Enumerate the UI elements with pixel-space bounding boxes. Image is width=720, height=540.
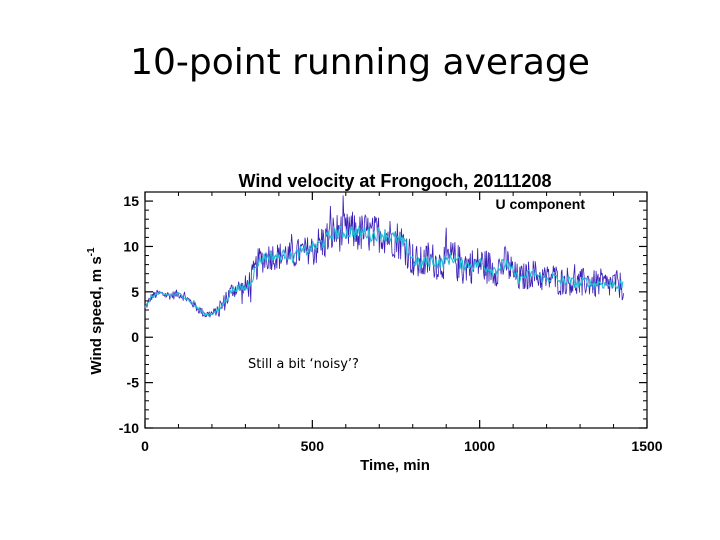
legend-label: U component bbox=[496, 196, 586, 212]
series-line-running-average bbox=[144, 224, 624, 317]
plot-frame bbox=[144, 191, 648, 429]
x-axis-label: Time, min bbox=[360, 457, 430, 474]
y-axis-label: Wind speed, m s-1 bbox=[86, 247, 105, 375]
x-tick-label: 0 bbox=[141, 438, 149, 454]
y-tick-label: 10 bbox=[123, 238, 139, 254]
plot-layer: 0 500 1000 1500 -10 -5 0 5 10 15 bbox=[119, 191, 663, 454]
slide-title: 10-point running average bbox=[130, 42, 590, 83]
x-tick-label: 1000 bbox=[464, 438, 495, 454]
y-tick-label: -10 bbox=[119, 420, 139, 436]
series-line-raw bbox=[144, 195, 624, 318]
x-tick-label: 1500 bbox=[631, 438, 662, 454]
y-axis-label-main: Wind speed, m s bbox=[88, 256, 105, 374]
y-tick-label: 15 bbox=[123, 193, 139, 209]
y-axis-label-group: Wind speed, m s-1 bbox=[86, 247, 105, 375]
y-tick-label: 5 bbox=[131, 284, 139, 300]
x-tick-label: 500 bbox=[301, 438, 325, 454]
y-tick-label: -5 bbox=[127, 375, 140, 391]
chart-title: Wind velocity at Frongoch, 20111208 bbox=[239, 171, 552, 191]
annotation-text: Still a bit ‘noisy’? bbox=[248, 357, 359, 372]
y-axis-label-sup: -1 bbox=[86, 247, 97, 256]
y-tick-label: 0 bbox=[131, 329, 139, 345]
